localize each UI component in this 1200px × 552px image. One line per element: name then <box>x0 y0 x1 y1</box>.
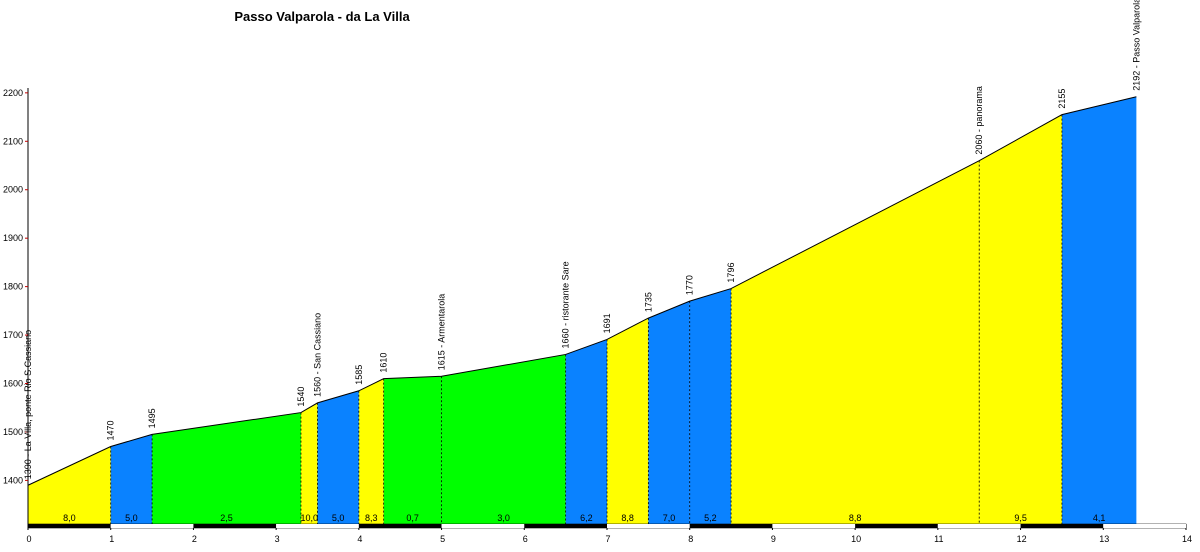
point-label-1: 1470 <box>106 420 116 440</box>
point-labels: 1390 - La Villa, ponte Rio S.Cassiano 147… <box>23 0 1141 479</box>
profile-line <box>27 96 1137 486</box>
point-label-0: 1390 - La Villa, ponte Rio S.Cassiano <box>23 330 33 479</box>
point-label-3: 1540 <box>296 387 306 407</box>
segment-area-5 <box>358 378 384 524</box>
x-tick-label: 13 <box>1099 534 1109 544</box>
point-label-13: 2060 - panorama <box>974 86 984 155</box>
segment-area-2 <box>152 412 301 524</box>
y-tick-label: 1500 <box>3 427 23 437</box>
y-tick-label: 1400 <box>3 475 23 485</box>
segment-dividers <box>110 114 1063 524</box>
segment-area-12 <box>731 160 980 524</box>
point-label-4: 1560 - San Cassiano <box>313 313 323 397</box>
segment-gradient-label-12: 8,8 <box>849 513 862 523</box>
x-tick-label: 14 <box>1182 534 1192 544</box>
segment-gradient-label-3: 10,0 <box>300 513 318 523</box>
segment-area-9 <box>607 318 649 524</box>
y-tick-label: 2000 <box>3 185 23 195</box>
segment-area-14 <box>1061 96 1137 524</box>
distance-bar-block <box>358 524 442 528</box>
point-label-9: 1691 <box>602 313 612 333</box>
segment-gradient-label-14: 4,1 <box>1093 513 1106 523</box>
segment-gradient-label-9: 8,8 <box>621 513 634 523</box>
segment-gradient-label-13: 9,5 <box>1014 513 1027 523</box>
distance-bar-block <box>110 524 194 528</box>
segment-area-8 <box>565 339 607 524</box>
y-tick-label: 1600 <box>3 379 23 389</box>
distance-bar-block <box>1020 524 1104 528</box>
distance-bar-block <box>524 524 607 528</box>
y-tick-label: 1900 <box>3 233 23 243</box>
y-tick-label: 2200 <box>3 88 23 98</box>
segment-gradient-label-7: 3,0 <box>497 513 510 523</box>
point-label-12: 1796 <box>726 263 736 283</box>
distance-bar-block <box>937 524 1021 528</box>
point-label-2: 1495 <box>147 408 157 428</box>
y-tick-label: 2100 <box>3 136 23 146</box>
segment-gradient-label-1: 5,0 <box>125 513 138 523</box>
distance-bar: 8,0 5,0 2,5 10,0 5,0 8,3 0,7 3,0 6,2 8,8 7,0 5,2 8,8… <box>27 513 1187 529</box>
point-label-6: 1610 <box>379 353 389 373</box>
x-tick-label: 12 <box>1017 534 1027 544</box>
x-tick-label: 2 <box>192 534 197 544</box>
x-tick-label: 8 <box>688 534 693 544</box>
point-label-10: 1735 <box>643 292 653 312</box>
point-label-5: 1585 <box>354 365 364 385</box>
y-tick-label: 1700 <box>3 330 23 340</box>
distance-bar-block <box>772 524 856 528</box>
x-tick-label: 6 <box>523 534 528 544</box>
x-tick-label: 7 <box>605 534 610 544</box>
chart-title: Passo Valparola - da La Villa <box>234 9 410 24</box>
segment-gradient-label-4: 5,0 <box>332 513 345 523</box>
segment-gradient-label-5: 8,3 <box>365 513 378 523</box>
segment-gradient-label-10: 7,0 <box>663 513 676 523</box>
segment-gradient-label-2: 2,5 <box>220 513 233 523</box>
segment-area-6 <box>383 376 442 524</box>
segment-area-7 <box>441 354 566 524</box>
distance-bar-block <box>441 524 525 528</box>
segment-area-1 <box>110 434 153 524</box>
distance-bar-block <box>607 524 690 528</box>
segment-area-10 <box>648 301 690 524</box>
point-label-15: 2192 - Passo Valparola <box>1131 0 1141 91</box>
distance-bar-block <box>276 524 359 528</box>
distance-bar-block <box>1103 524 1186 528</box>
x-tick-label: 9 <box>771 534 776 544</box>
segment-gradient-label-6: 0,7 <box>406 513 419 523</box>
gradient-segments <box>28 96 1137 525</box>
segment-area-13 <box>979 114 1062 525</box>
x-tick-label: 1 <box>109 534 114 544</box>
x-tick-label: 4 <box>357 534 362 544</box>
segment-area-11 <box>689 288 732 524</box>
x-tick-label: 10 <box>851 534 861 544</box>
segment-area-4 <box>317 390 359 524</box>
segment-area-0 <box>28 446 111 524</box>
point-label-8: 1660 - ristorante Sare <box>561 261 571 348</box>
point-label-14: 2155 <box>1057 89 1067 109</box>
point-label-7: 1615 - Armentarola <box>437 294 447 371</box>
distance-bar-block <box>855 524 938 528</box>
segment-gradient-label-11: 5,2 <box>704 513 717 523</box>
profile-line-layer <box>27 96 1137 486</box>
y-tick-label: 1800 <box>3 282 23 292</box>
segment-area-3 <box>300 402 318 524</box>
distance-bar-block <box>193 524 277 528</box>
distance-bar-block <box>28 524 111 528</box>
x-tick-label: 3 <box>275 534 280 544</box>
x-tick-label: 0 <box>26 534 31 544</box>
segment-gradient-label-8: 6,2 <box>580 513 593 523</box>
point-label-11: 1770 <box>685 275 695 295</box>
x-tick-label: 5 <box>440 534 445 544</box>
segment-gradient-label-0: 8,0 <box>63 513 76 523</box>
x-tick-label: 11 <box>934 534 943 544</box>
distance-bar-block <box>689 524 773 528</box>
